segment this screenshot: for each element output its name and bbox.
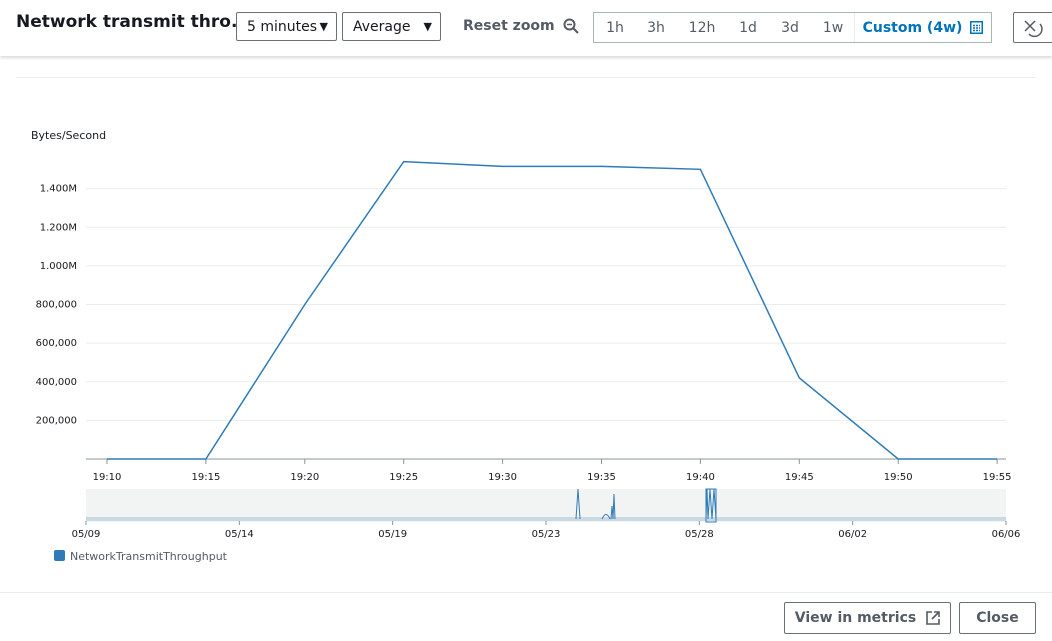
navigator-spikes — [575, 488, 717, 520]
y-tick-label: 200,000 — [36, 415, 77, 426]
y-axis-label: Bytes/Second — [31, 129, 106, 142]
external-icon — [926, 611, 941, 625]
x-tick-label: 19:10 — [93, 472, 122, 483]
x-tick-label: 19:55 — [983, 472, 1012, 483]
divider — [16, 77, 1036, 78]
y-tick-label: 1.000M — [40, 261, 77, 272]
x-tick-label: 19:50 — [884, 472, 913, 483]
legend-label: NetworkTransmitThroughput — [70, 550, 228, 563]
navigator-selection — [705, 488, 717, 523]
navigator — [86, 489, 1006, 522]
title: Network transmit thro... — [16, 12, 251, 32]
caret: ▼ — [423, 20, 432, 33]
range-option[interactable]: 1w — [822, 19, 844, 36]
y-tick-label: 400,000 — [36, 377, 77, 388]
x-tick-label: 19:35 — [587, 472, 616, 483]
x-tick-label: 19:45 — [785, 472, 814, 483]
navigator-baseline — [86, 517, 1006, 521]
navigator-tick-label: 05/14 — [225, 529, 254, 540]
y-tick-label: 1.400M — [40, 184, 77, 195]
navigator-tick-label: 05/09 — [72, 529, 101, 540]
y-tick-label: 600,000 — [36, 338, 77, 349]
caret: ▼ — [319, 20, 328, 33]
x-tick-label: 19:20 — [290, 472, 319, 483]
navigator-tick-label: 06/06 — [992, 529, 1021, 540]
refresh-icon — [1023, 19, 1043, 37]
view-label: View in metrics — [794, 610, 917, 626]
navigator-tick-label: 05/28 — [685, 529, 714, 540]
range-option[interactable]: 12h — [688, 19, 716, 36]
navigator-tick-label: 05/19 — [378, 529, 407, 540]
refresh-button[interactable] — [1013, 12, 1052, 43]
statistic-dropdown[interactable]: Average ▼ — [342, 12, 441, 41]
range-option[interactable]: 1d — [739, 19, 757, 36]
range-selector: 1h 3h 12h 1d 3d 1w Custom (4w) — [593, 12, 992, 43]
statistic: Average — [353, 18, 411, 35]
range-option[interactable]: 1h — [606, 19, 624, 36]
period-dropdown[interactable]: 5 minutes ▼ — [236, 12, 337, 41]
x-tick-label: 19:25 — [389, 472, 418, 483]
close-button[interactable]: Close — [959, 602, 1036, 634]
x-tick-label: 19:30 — [488, 472, 517, 483]
y-tick-label: 1.200M — [40, 222, 77, 233]
x-tick-label: 19:40 — [686, 472, 715, 483]
legend-swatch — [54, 550, 65, 561]
y-tick-label: 800,000 — [36, 300, 77, 311]
reset-zoom-label: Reset zoom — [463, 18, 555, 34]
view-in-metrics-button[interactable]: View in metrics — [784, 602, 951, 634]
close-label: Close — [976, 610, 1019, 626]
navigator-tick-label: 05/23 — [532, 529, 561, 540]
series-line — [107, 160, 998, 460]
footer-divider — [0, 592, 1052, 593]
range-option[interactable]: 3h — [647, 19, 665, 36]
range-option[interactable]: 3d — [781, 19, 799, 36]
calendar-icon — [970, 21, 984, 34]
navigator-tick-label: 06/02 — [838, 529, 867, 540]
range-option[interactable]: Custom (4w) — [854, 13, 991, 42]
zoom-icon — [563, 18, 579, 34]
period: 5 minutes — [247, 18, 318, 35]
reset-zoom[interactable]: Reset zoom — [463, 18, 579, 34]
x-tick-label: 19:15 — [191, 472, 220, 483]
header: Network transmit thro... 5 minutes ▼ Aver… — [0, 0, 1052, 56]
